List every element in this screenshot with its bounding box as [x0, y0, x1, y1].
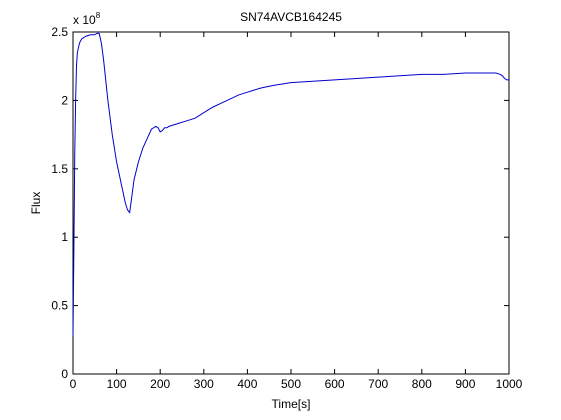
x-tick-label: 400 [237, 377, 257, 391]
flux-series-line [72, 32, 509, 336]
y-tick-label: 2.5 [51, 25, 68, 39]
plot-area [72, 31, 510, 375]
x-tick-label: 0 [70, 377, 77, 391]
y-tick-label: 0 [61, 367, 68, 381]
y-exponent-base: x 10 [73, 13, 96, 27]
x-tick-label: 700 [368, 377, 388, 391]
x-axis-ticks: 0 100 200 300 400 500 600 700 800 900 1000 [70, 32, 523, 391]
y-tick-label: 2 [61, 93, 68, 107]
y-axis-ticks: 0 0.5 1 1.5 2 2.5 [51, 25, 509, 381]
y-tick-label: 0.5 [51, 299, 68, 313]
chart-title: SN74AVCB164245 [240, 10, 342, 24]
y-axis-label: Flux [29, 192, 43, 215]
y-tick-label: 1.5 [51, 162, 68, 176]
x-tick-label: 500 [281, 377, 301, 391]
x-tick-label: 800 [412, 377, 432, 391]
y-tick-label: 1 [61, 230, 68, 244]
x-tick-label: 1000 [496, 377, 523, 391]
y-exponent-label: x 108 [73, 11, 101, 27]
x-tick-label: 600 [325, 377, 345, 391]
x-axis-label: Time[s] [272, 397, 311, 411]
y-exponent-power: 8 [96, 11, 101, 20]
x-tick-label: 900 [455, 377, 475, 391]
x-tick-label: 300 [194, 377, 214, 391]
x-tick-label: 200 [150, 377, 170, 391]
x-tick-label: 100 [107, 377, 127, 391]
